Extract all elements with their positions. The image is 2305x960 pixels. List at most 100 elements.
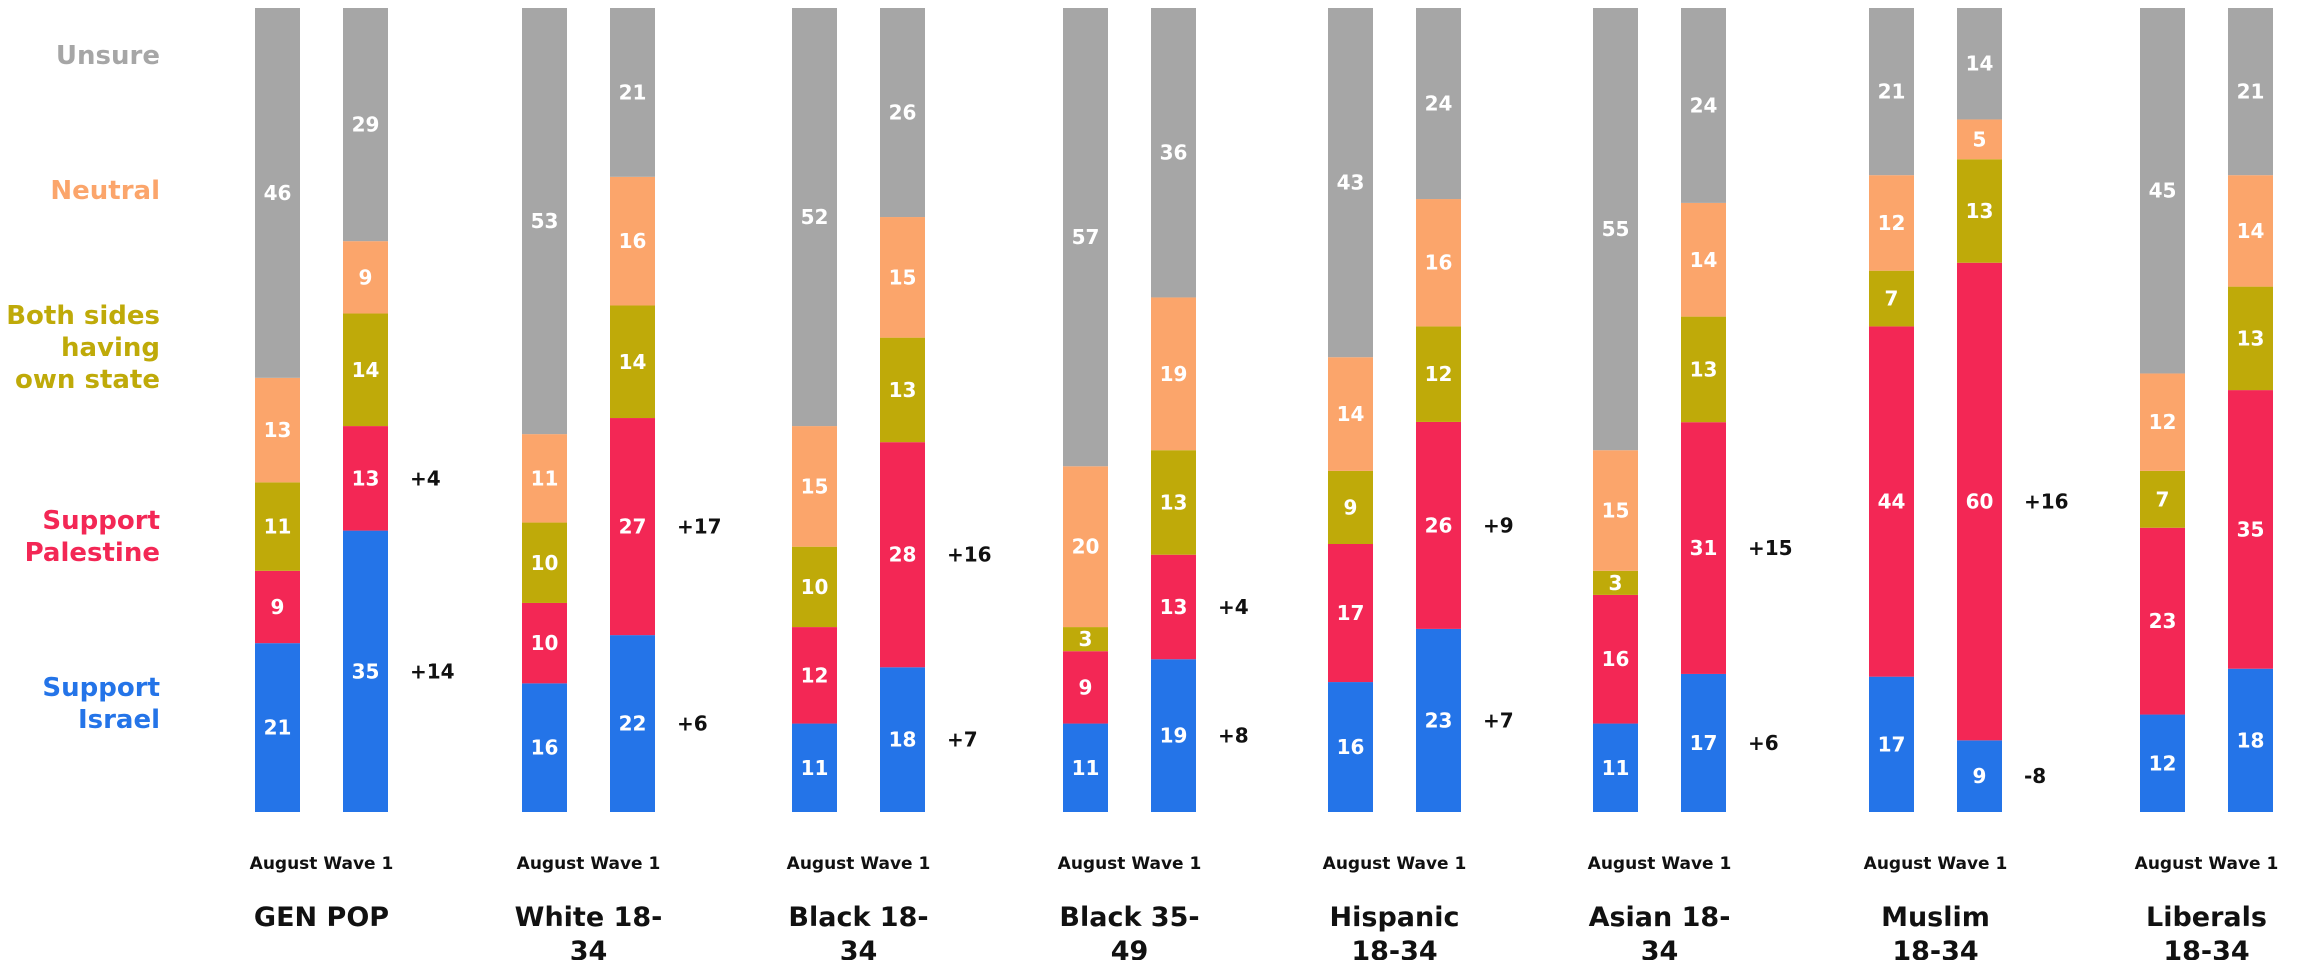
bar-segment-label: 3 <box>1609 571 1623 595</box>
bar-segment-label: 15 <box>801 474 829 498</box>
wave-label: August Wave 1 <box>517 854 661 874</box>
bar-segment-label: 14 <box>1690 248 1718 272</box>
bar-segment <box>343 426 388 531</box>
bar-segment <box>1328 8 1373 358</box>
bar-segment <box>2140 714 2185 812</box>
bar-segment <box>522 522 567 603</box>
legend-item-support-israel: Support Israel <box>0 672 160 736</box>
bar-segment <box>522 602 567 684</box>
bar-segment-label: 35 <box>352 659 380 683</box>
bar-segment <box>2228 668 2273 812</box>
legend-label-line: Both sides <box>6 301 160 331</box>
bar-segment-label: 14 <box>1966 52 1994 76</box>
legend-label-line: Israel <box>77 705 160 735</box>
bar-segment-label: 44 <box>1878 490 1906 514</box>
bar-segment <box>1593 594 1638 724</box>
bar-segment-label: 16 <box>1602 647 1630 671</box>
bar-segment-label: 9 <box>271 595 285 619</box>
bar-segment-label: 9 <box>1079 675 1093 699</box>
bar-segment <box>1869 175 1914 271</box>
bar-segment-label: 17 <box>1878 732 1906 756</box>
bar-segment-label: 9 <box>1344 495 1358 519</box>
bar-segment <box>1416 199 1461 327</box>
change-label-palestine: +16 <box>2024 490 2069 514</box>
bar-segment-label: 23 <box>1425 708 1453 732</box>
bar-segment <box>1681 8 1726 203</box>
bar-segment-label: 15 <box>1602 499 1630 523</box>
wave-label: August Wave 1 <box>1864 854 2008 874</box>
bar-segment-label: 55 <box>1602 217 1630 241</box>
bar-segment-label: 14 <box>619 350 647 374</box>
bar-segment-label: 17 <box>1690 731 1718 755</box>
bar-segment <box>1063 651 1108 724</box>
legend-item-both-sides-having-own-state: Both sides having own state <box>0 300 160 396</box>
bar-segment <box>1681 422 1726 674</box>
bar-segment <box>792 546 837 628</box>
bar-segment-label: 31 <box>1690 536 1718 560</box>
bar-segment <box>522 434 567 523</box>
bar-segment <box>343 313 388 427</box>
bar-segment <box>255 8 300 378</box>
change-label-israel: +14 <box>410 659 455 683</box>
bar-segment <box>2140 470 2185 528</box>
bar-segment-label: 19 <box>1160 362 1188 386</box>
wave-label: August Wave 1 <box>1588 854 1732 874</box>
wave-label: August Wave 1 <box>2135 854 2279 874</box>
legend-item-neutral: Neutral <box>0 175 160 207</box>
bar-segment <box>1681 673 1726 812</box>
bar-segment-label: 12 <box>801 663 829 687</box>
change-label-israel: -8 <box>2024 764 2046 788</box>
bar-segment-label: 9 <box>1973 764 1987 788</box>
bar-segment-label: 13 <box>889 378 917 402</box>
bar-segment <box>2228 286 2273 391</box>
wave-label: August Wave 1 <box>787 854 931 874</box>
bar-segment-label: 26 <box>1425 513 1453 537</box>
bar-segment <box>1957 119 2002 160</box>
bar-segment <box>1328 544 1373 683</box>
bar-segment <box>792 627 837 724</box>
bar-segment <box>1151 659 1196 812</box>
bar-segment-label: 16 <box>531 736 559 760</box>
bar-segment-label: 16 <box>1337 735 1365 759</box>
bar-segment-label: 21 <box>619 80 647 104</box>
group-label: 34 <box>840 936 878 960</box>
bar-segment <box>1593 570 1638 595</box>
bar-segment-label: 16 <box>1425 251 1453 275</box>
group-label: GEN POP <box>254 902 389 933</box>
wave-label: August Wave 1 <box>250 854 394 874</box>
legend-label-line: having <box>60 333 160 363</box>
bar-segment-label: 27 <box>619 515 647 539</box>
bar-segment <box>792 723 837 812</box>
bar-segment-label: 24 <box>1690 93 1718 117</box>
bar-segment <box>255 570 300 644</box>
bar-segment-label: 21 <box>2237 80 2265 104</box>
bar-segment <box>255 482 300 571</box>
bar-segment-label: 43 <box>1337 171 1365 195</box>
bar-segment-label: 9 <box>359 265 373 289</box>
bar-segment-label: 12 <box>2149 410 2177 434</box>
group-label: White 18- <box>515 902 663 933</box>
bar-segment-label: 7 <box>2156 487 2170 511</box>
bar-segment <box>1063 723 1108 812</box>
bar-segment <box>1869 8 1914 176</box>
bar-segment <box>1416 326 1461 422</box>
bar-segment-label: 24 <box>1425 92 1453 116</box>
bar-segment-label: 45 <box>2149 179 2177 203</box>
bar-segment <box>880 667 925 812</box>
bar-segment-label: 53 <box>531 209 559 233</box>
bar-segment <box>610 8 655 177</box>
legend-label-line: Support <box>42 673 160 703</box>
bar-segment-label: 26 <box>889 101 917 125</box>
bar-segment-label: 10 <box>531 631 559 655</box>
bar-segment-label: 11 <box>264 515 292 539</box>
bar-segment-label: 36 <box>1160 141 1188 165</box>
bar-segment-label: 23 <box>2149 609 2177 633</box>
change-label-palestine: +16 <box>947 543 992 567</box>
bar-segment-label: 35 <box>2237 517 2265 541</box>
bar-segment-label: 12 <box>1425 362 1453 386</box>
wave-label: August Wave 1 <box>1058 854 1202 874</box>
bar-segment-label: 13 <box>1690 357 1718 381</box>
change-label-israel: +7 <box>947 728 978 752</box>
change-label-palestine: +9 <box>1483 513 1514 537</box>
bar-segment <box>1151 297 1196 451</box>
